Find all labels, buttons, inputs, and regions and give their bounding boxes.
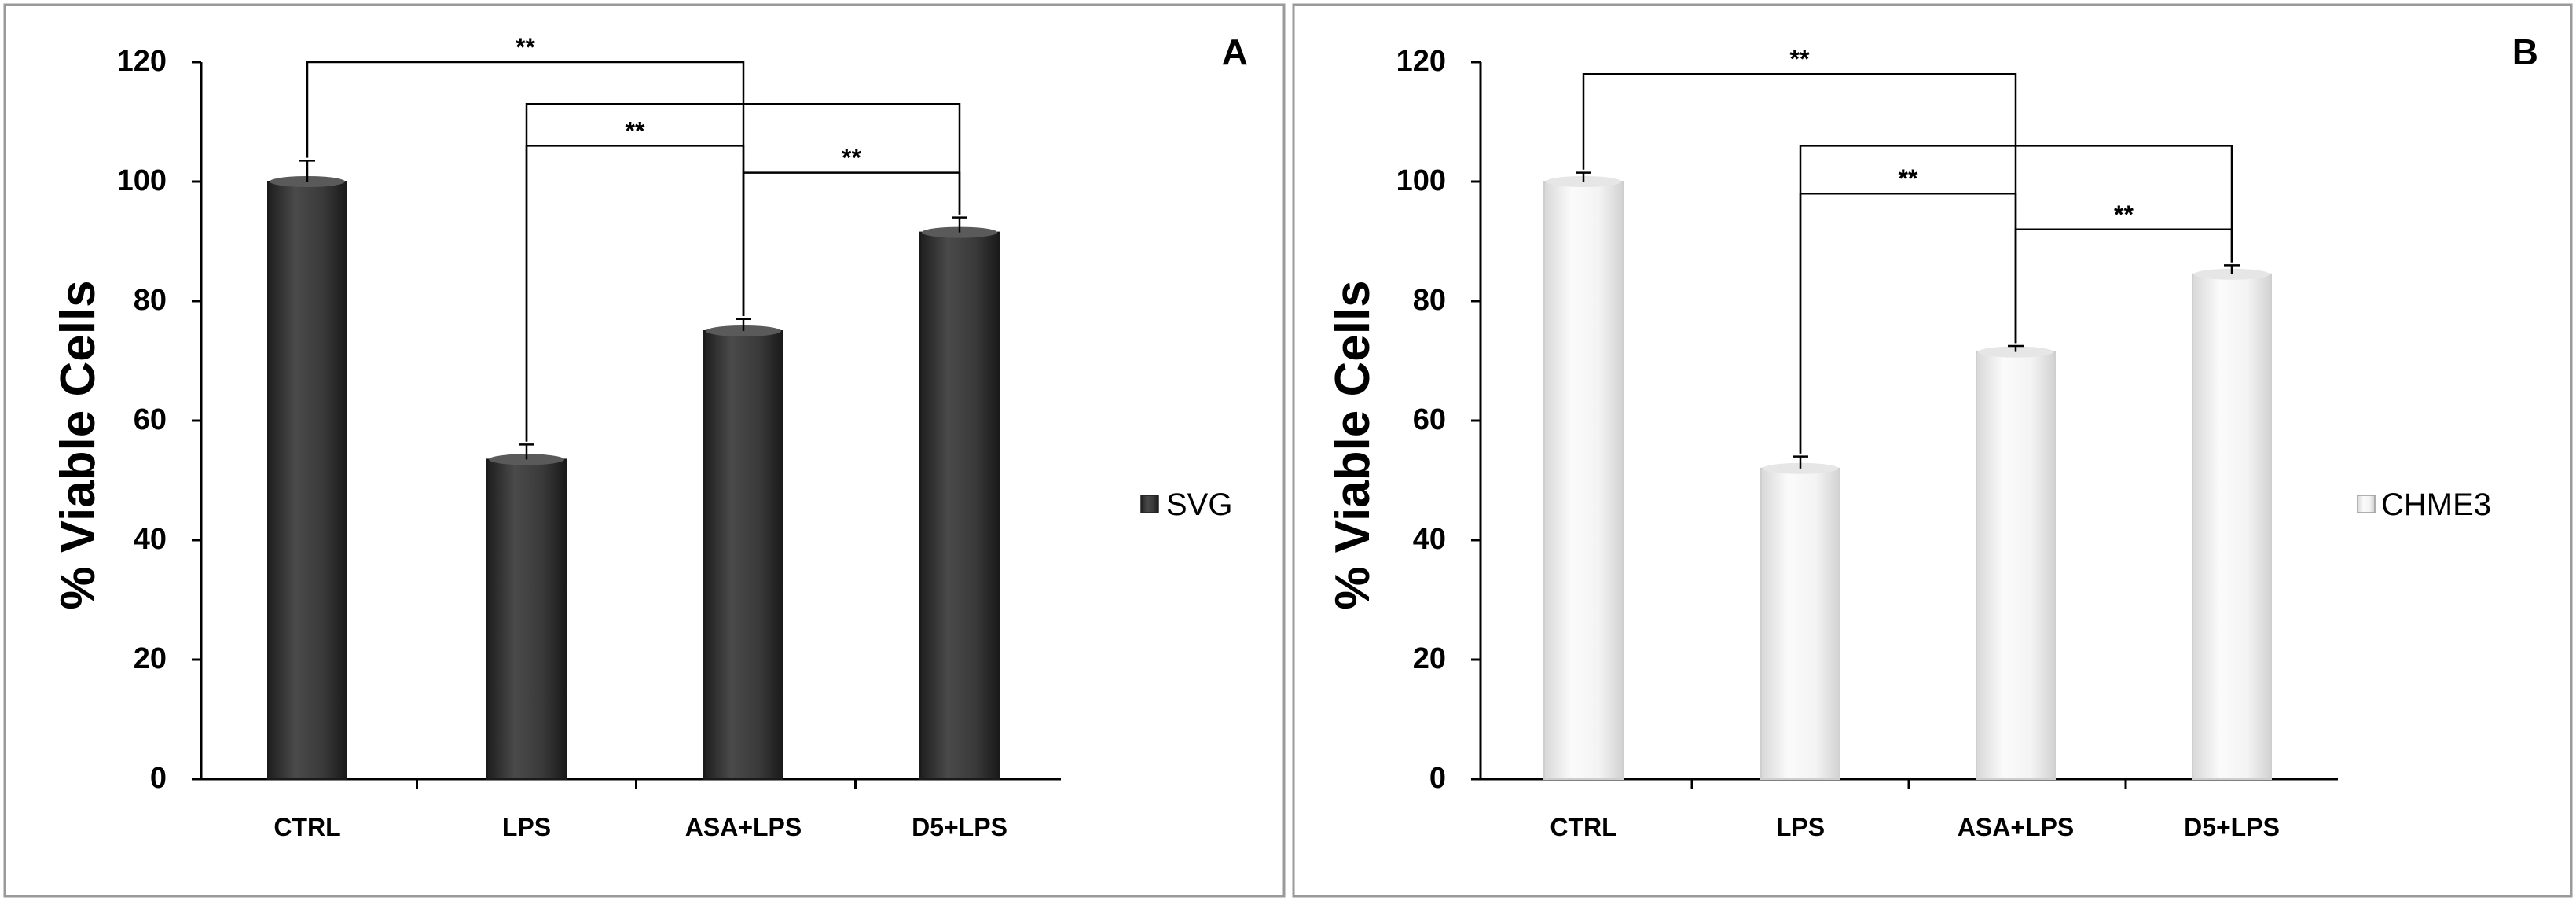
panel-a-x-tick-label: D5+LPS: [912, 813, 1007, 841]
panel-a-letter: A: [1222, 31, 1248, 72]
panel-a-bar-d5-lps: [919, 231, 1000, 781]
panel-b-x-tick-label: ASA+LPS: [1958, 813, 2074, 841]
panel-a-significance-bracket: [742, 171, 961, 316]
panel-a-significance-label: **: [516, 33, 535, 61]
panel-a: A % Viable Cells 0 20 40 60 80 100 120 C…: [3, 3, 1286, 898]
panel-b-significance-label: **: [1899, 164, 1918, 193]
panel-a-y-tick-label: 100: [117, 164, 167, 197]
panel-b-significance-label: **: [1790, 45, 1810, 73]
panel-a-significance-label: **: [842, 144, 861, 172]
panel-b-significance-label: **: [2114, 200, 2134, 229]
panel-a-bar-ctrl: [267, 181, 347, 780]
panel-a-y-tick-label: 20: [134, 642, 167, 675]
panel-a-y-axis-label: % Viable Cells: [51, 280, 105, 609]
panel-b-x-tick-label: LPS: [1776, 813, 1825, 841]
panel-a-legend: SVG: [1140, 487, 1232, 522]
panel-b-y-tick-label: 0: [1429, 762, 1446, 795]
panel-b-y-tick-label: 40: [1413, 523, 1446, 556]
panel-a-y-tick-label: 0: [150, 762, 167, 795]
panel-b-y-tick-label: 120: [1396, 45, 1446, 78]
panel-b-x-tick-label: D5+LPS: [2184, 813, 2280, 841]
panel-a-x-tick-label: LPS: [502, 813, 551, 841]
panel-b-letter: B: [2512, 31, 2538, 72]
panel-b-x-labels: CTRL LPS ASA+LPS D5+LPS: [1550, 813, 2280, 841]
panel-b-frame: [1292, 3, 2573, 898]
panel-b-y-ticks: 0 20 40 60 80 100 120: [1396, 45, 1446, 795]
panel-a-x-labels: CTRL LPS ASA+LPS D5+LPS: [273, 813, 1007, 841]
panel-a-plot: ** ** **: [192, 33, 1061, 789]
panel-b-legend-swatch: [2357, 495, 2376, 513]
panel-b-y-tick-label: 100: [1396, 164, 1446, 197]
panel-a-legend-swatch: [1140, 495, 1159, 513]
panel-b-legend: CHME3: [2357, 487, 2491, 522]
panel-a-x-tick-label: CTRL: [273, 813, 340, 841]
panel-b-bar-lps: [1760, 467, 1840, 780]
panel-b-plot: ** ** **: [1471, 45, 2338, 789]
panel-b-bar-asa-lps: [1976, 351, 2056, 781]
panel-b-significance-bracket: [2014, 228, 2233, 344]
panel-a-x-tick-label: ASA+LPS: [685, 813, 802, 841]
panel-a-y-tick-label: 120: [117, 45, 167, 78]
panel-a-y-tick-label: 60: [134, 403, 167, 436]
panel-a-bar-lps: [486, 458, 567, 781]
panel-b-y-tick-label: 20: [1413, 642, 1446, 675]
panel-b-legend-label: CHME3: [2381, 487, 2491, 522]
panel-a-significance-label: **: [626, 116, 645, 145]
panel-b-x-tick-label: CTRL: [1550, 813, 1616, 841]
panel-a-frame: [3, 3, 1286, 898]
panel-b-y-tick-label: 60: [1413, 403, 1446, 436]
panel-a-y-tick-label: 80: [134, 284, 167, 317]
panel-b-bar-d5-lps: [2192, 273, 2272, 780]
panel-b: B % Viable Cells 0 20 40 60 80 100 120 C…: [1292, 3, 2573, 898]
panel-a-bar-asa-lps: [703, 330, 783, 780]
panel-a-y-ticks: 0 20 40 60 80 100 120: [117, 45, 167, 795]
panel-b-y-tick-label: 80: [1413, 284, 1446, 317]
panel-a-y-tick-label: 40: [134, 523, 167, 556]
panel-a-legend-label: SVG: [1166, 487, 1232, 522]
panel-b-bar-ctrl: [1543, 181, 1624, 780]
panel-b-y-axis-label: % Viable Cells: [1326, 280, 1380, 609]
